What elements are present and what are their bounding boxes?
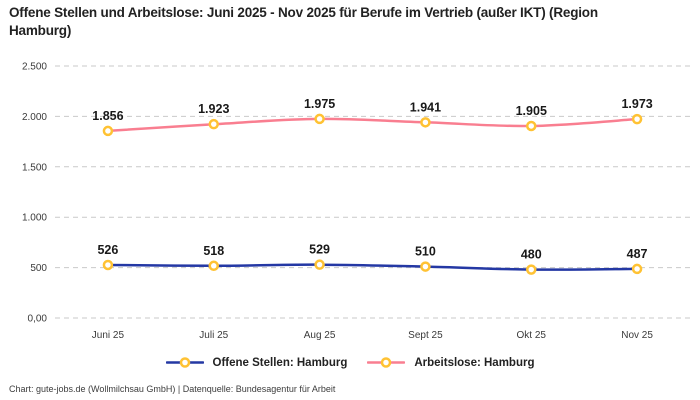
data-label: 1.905 — [516, 104, 547, 118]
y-tick-label: 1.500 — [22, 162, 47, 173]
data-label: 1.973 — [621, 97, 652, 111]
y-tick-label: 2.000 — [22, 112, 47, 123]
data-point-marker[interactable] — [526, 120, 537, 132]
x-tick-label: Juni 25 — [92, 330, 125, 341]
y-tick-label: 500 — [30, 263, 47, 274]
data-label: 1.856 — [92, 109, 123, 123]
data-point-marker[interactable] — [631, 263, 643, 275]
y-tick-label: 2.500 — [22, 62, 47, 73]
legend-swatch — [367, 357, 406, 368]
legend-label: Arbeitslose: Hamburg — [414, 356, 535, 369]
data-label: 526 — [97, 243, 118, 257]
data-point-marker[interactable] — [208, 260, 219, 272]
data-point-marker[interactable] — [631, 113, 643, 125]
data-label: 1.975 — [304, 97, 335, 111]
y-tick-label: 1.000 — [22, 213, 47, 224]
data-point-marker[interactable] — [102, 125, 114, 137]
data-label: 1.923 — [198, 102, 229, 116]
data-point-marker[interactable] — [102, 259, 114, 271]
legend-marker-icon — [179, 357, 190, 368]
series-line-1 — [106, 117, 639, 133]
x-tick-label: Aug 25 — [304, 330, 336, 341]
data-label: 529 — [309, 243, 330, 257]
data-label: 480 — [521, 248, 542, 262]
data-point-marker[interactable] — [526, 264, 537, 275]
x-tick-label: Okt 25 — [517, 330, 547, 341]
data-point-marker[interactable] — [420, 261, 431, 272]
legend-label: Offene Stellen: Hamburg — [212, 356, 348, 369]
data-label: 510 — [415, 245, 436, 259]
legend-marker-icon — [381, 357, 392, 368]
series-line-0 — [106, 263, 639, 271]
data-label: 1.941 — [410, 100, 441, 114]
y-tick-label: 0,00 — [28, 314, 48, 325]
source-attribution: Chart: gute-jobs.de (Wollmilchsau GmbH) … — [9, 384, 336, 394]
data-label: 487 — [627, 247, 648, 261]
legend-item-0[interactable]: Offene Stellen: Hamburg — [165, 356, 348, 369]
legend: Offene Stellen: Hamburg Arbeitslose: Hamb… — [0, 356, 700, 369]
legend-item-1[interactable]: Arbeitslose: Hamburg — [367, 356, 534, 369]
legend-swatch — [165, 357, 204, 368]
data-point-marker[interactable] — [208, 118, 219, 130]
chart-title: Offene Stellen und Arbeitslose: Juni 202… — [9, 5, 598, 38]
x-tick-label: Nov 25 — [621, 330, 653, 341]
x-tick-label: Sept 25 — [408, 330, 443, 341]
x-tick-label: Juli 25 — [199, 330, 228, 341]
data-point-marker[interactable] — [420, 117, 431, 128]
data-point-marker[interactable] — [314, 259, 325, 270]
data-point-marker[interactable] — [314, 113, 325, 125]
data-label: 518 — [203, 244, 224, 258]
